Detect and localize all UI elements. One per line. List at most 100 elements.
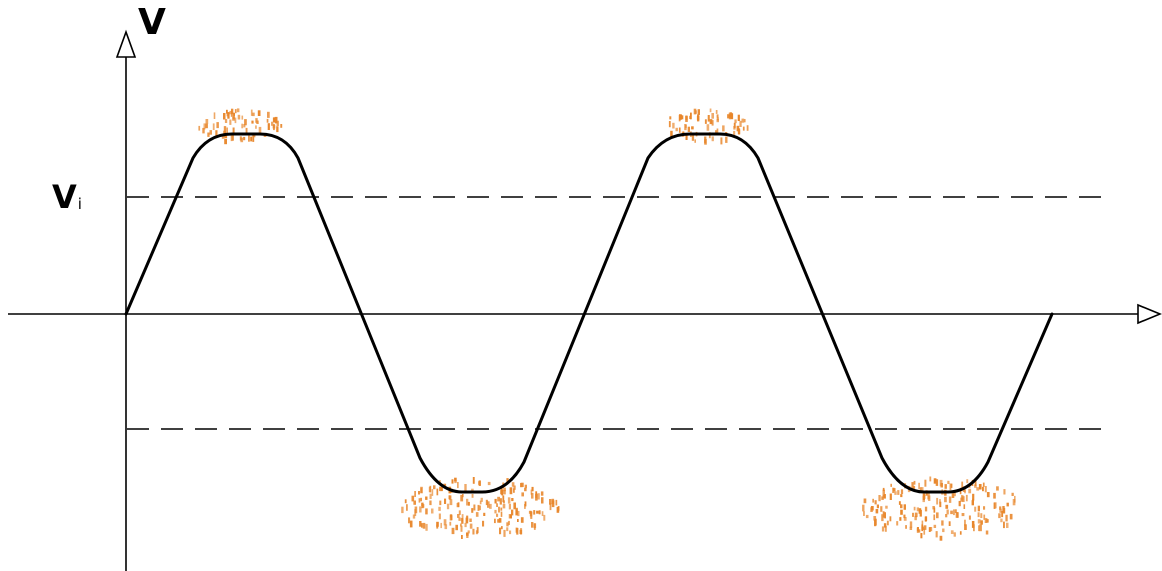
spark-dot bbox=[231, 108, 234, 115]
spark-dot bbox=[229, 119, 232, 125]
spark-dot bbox=[258, 126, 262, 134]
spark-dot bbox=[419, 521, 422, 527]
spark-dot bbox=[948, 521, 951, 526]
spark-dot bbox=[678, 127, 681, 133]
spark-dot bbox=[428, 486, 431, 493]
spark-dot bbox=[472, 528, 475, 535]
spark-dot bbox=[418, 491, 420, 495]
spark-dot bbox=[436, 488, 439, 496]
spark-dot bbox=[496, 503, 498, 507]
spark-dot bbox=[462, 494, 464, 498]
spark-dot bbox=[457, 482, 459, 489]
spark-dot bbox=[968, 488, 972, 494]
spark-dot bbox=[980, 513, 983, 518]
spark-dot bbox=[916, 527, 919, 532]
spark-dot bbox=[936, 497, 939, 505]
spark-dot bbox=[464, 484, 467, 491]
spark-dot bbox=[511, 482, 515, 487]
spark-dot bbox=[451, 527, 455, 535]
spark-dot bbox=[451, 479, 454, 484]
spark-dot bbox=[460, 523, 462, 527]
spark-dot bbox=[882, 511, 885, 518]
spark-dot bbox=[420, 497, 422, 502]
spark-dot bbox=[900, 509, 903, 515]
spark-dot bbox=[436, 521, 439, 527]
spark-dot bbox=[482, 520, 485, 527]
spark-dot bbox=[742, 126, 745, 131]
spark-dot bbox=[863, 498, 867, 504]
spark-dot bbox=[716, 116, 719, 121]
spark-dot bbox=[485, 499, 488, 506]
spark-dot bbox=[475, 512, 479, 517]
spark-dot bbox=[870, 507, 873, 512]
spark-dot bbox=[471, 488, 474, 492]
spark-dot bbox=[924, 506, 928, 512]
spark-dot bbox=[924, 479, 927, 487]
spark-dot bbox=[280, 124, 283, 128]
spark-dot bbox=[733, 122, 736, 128]
spark-dot bbox=[986, 492, 990, 498]
spark-dot bbox=[226, 109, 228, 114]
spark-dot bbox=[555, 499, 558, 506]
spark-dot bbox=[500, 507, 503, 511]
spark-dot bbox=[406, 504, 408, 511]
spark-dot bbox=[243, 124, 246, 128]
spark-dot bbox=[961, 481, 964, 489]
spark-dot bbox=[494, 509, 497, 514]
spark-dot bbox=[272, 117, 276, 123]
spark-dot bbox=[972, 493, 975, 501]
spark-dot bbox=[950, 483, 953, 488]
spark-dot bbox=[213, 112, 216, 119]
spark-dot bbox=[711, 136, 714, 142]
spark-dot bbox=[953, 490, 956, 497]
spark-dot bbox=[223, 126, 227, 132]
spark-dot bbox=[533, 523, 537, 529]
spark-dot bbox=[461, 535, 463, 539]
spark-dot bbox=[551, 498, 555, 504]
spark-dot bbox=[889, 493, 892, 500]
spark-dot bbox=[443, 519, 447, 526]
spark-dot bbox=[231, 134, 234, 141]
spark-dot bbox=[881, 514, 884, 522]
spark-dot bbox=[691, 135, 695, 141]
spark-dot bbox=[874, 519, 877, 527]
spark-dot bbox=[909, 526, 913, 530]
spark-dot bbox=[733, 130, 736, 136]
spark-dot bbox=[863, 511, 865, 516]
spark-dot bbox=[986, 519, 989, 523]
spark-dot bbox=[896, 521, 899, 526]
spark-dot bbox=[881, 526, 885, 532]
spark-dot bbox=[918, 482, 920, 490]
spark-dot bbox=[924, 517, 927, 522]
spark-dot bbox=[431, 508, 434, 514]
spark-dot bbox=[977, 519, 981, 524]
spark-dot bbox=[457, 502, 460, 508]
spark-dot bbox=[942, 528, 945, 533]
spark-dot bbox=[245, 127, 248, 134]
spark-dot bbox=[899, 517, 902, 521]
spark-dot bbox=[516, 527, 519, 535]
spark-dot bbox=[524, 501, 527, 507]
spark-dot bbox=[964, 519, 966, 526]
spark-dot bbox=[1011, 492, 1014, 496]
spark-dot bbox=[429, 500, 432, 506]
spark-dot bbox=[507, 520, 510, 525]
spark-dot bbox=[977, 512, 980, 518]
spark-dot bbox=[964, 524, 967, 530]
spark-dot bbox=[276, 120, 279, 126]
spark-dot bbox=[878, 495, 881, 502]
spark-cluster-trough-1 bbox=[401, 477, 560, 539]
spark-dot bbox=[977, 505, 980, 512]
spark-dot bbox=[905, 525, 907, 529]
spark-dot bbox=[944, 496, 947, 503]
spark-dot bbox=[458, 517, 461, 521]
spark-dot bbox=[499, 527, 502, 535]
spark-dot bbox=[715, 110, 718, 114]
spark-dot bbox=[237, 114, 241, 120]
spark-dot bbox=[913, 506, 916, 511]
spark-dot bbox=[234, 117, 237, 124]
spark-dot bbox=[465, 517, 469, 524]
spark-dot bbox=[498, 506, 501, 513]
spark-dot bbox=[1003, 521, 1005, 529]
spark-dot bbox=[898, 501, 901, 505]
